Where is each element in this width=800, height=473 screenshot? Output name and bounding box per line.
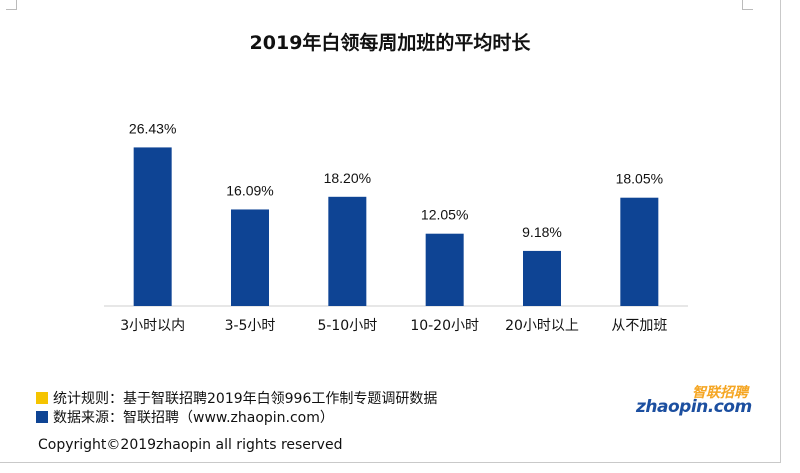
bar-2: [231, 209, 269, 306]
category-label-5: 20小时以上: [505, 318, 579, 334]
chart-title: 2019年白领每周加班的平均时长: [249, 32, 531, 54]
data-label-5: 9.18%: [522, 224, 562, 240]
data-label-3: 18.20%: [324, 170, 371, 186]
note-source: 数据来源：智联招聘（www.zhaopin.com）: [36, 407, 334, 427]
data-label-1: 26.43%: [129, 120, 176, 136]
logo-en-text: zhaopin.com: [636, 397, 752, 417]
data-label-2: 16.09%: [226, 182, 273, 198]
zhaopin-logo: 智联招聘 zhaopin.com: [636, 382, 752, 422]
bar-6: [620, 197, 659, 306]
note-rules: 统计规则：基于智联招聘2019年白领996工作制专题调研数据: [36, 388, 437, 408]
category-label-2: 3-5小时: [225, 318, 276, 334]
note-source-swatch: [36, 411, 48, 423]
corner-mark-right: [742, 0, 753, 10]
data-label-4: 12.05%: [421, 207, 468, 223]
bar-chart: 26.43% 3小时以内 16.09% 3-5小时 18.20% 5-10小时 12.05%…: [104, 120, 688, 334]
chart-frame: [0, 0, 781, 463]
category-label-6: 从不加班: [611, 318, 667, 334]
category-label-3: 5-10小时: [317, 318, 377, 334]
category-label-4: 10-20小时: [410, 318, 479, 334]
bar-1: [133, 147, 172, 306]
category-label-1: 3小时以内: [120, 318, 185, 334]
note-rules-swatch: [36, 392, 48, 404]
corner-mark-left: [6, 0, 17, 10]
bar-4: [425, 233, 464, 306]
data-label-6: 18.05%: [616, 171, 663, 187]
logo-cn-text: 智联招聘: [692, 385, 748, 401]
note-source-text: 数据来源：智联招聘（www.zhaopin.com）: [53, 410, 334, 426]
note-rules-text: 统计规则：基于智联招聘2019年白领996工作制专题调研数据: [53, 391, 438, 407]
bar-5: [523, 250, 561, 306]
copyright-text: Copyright©2019zhaopin all rights reserve…: [38, 437, 343, 453]
bar-3: [328, 196, 367, 306]
